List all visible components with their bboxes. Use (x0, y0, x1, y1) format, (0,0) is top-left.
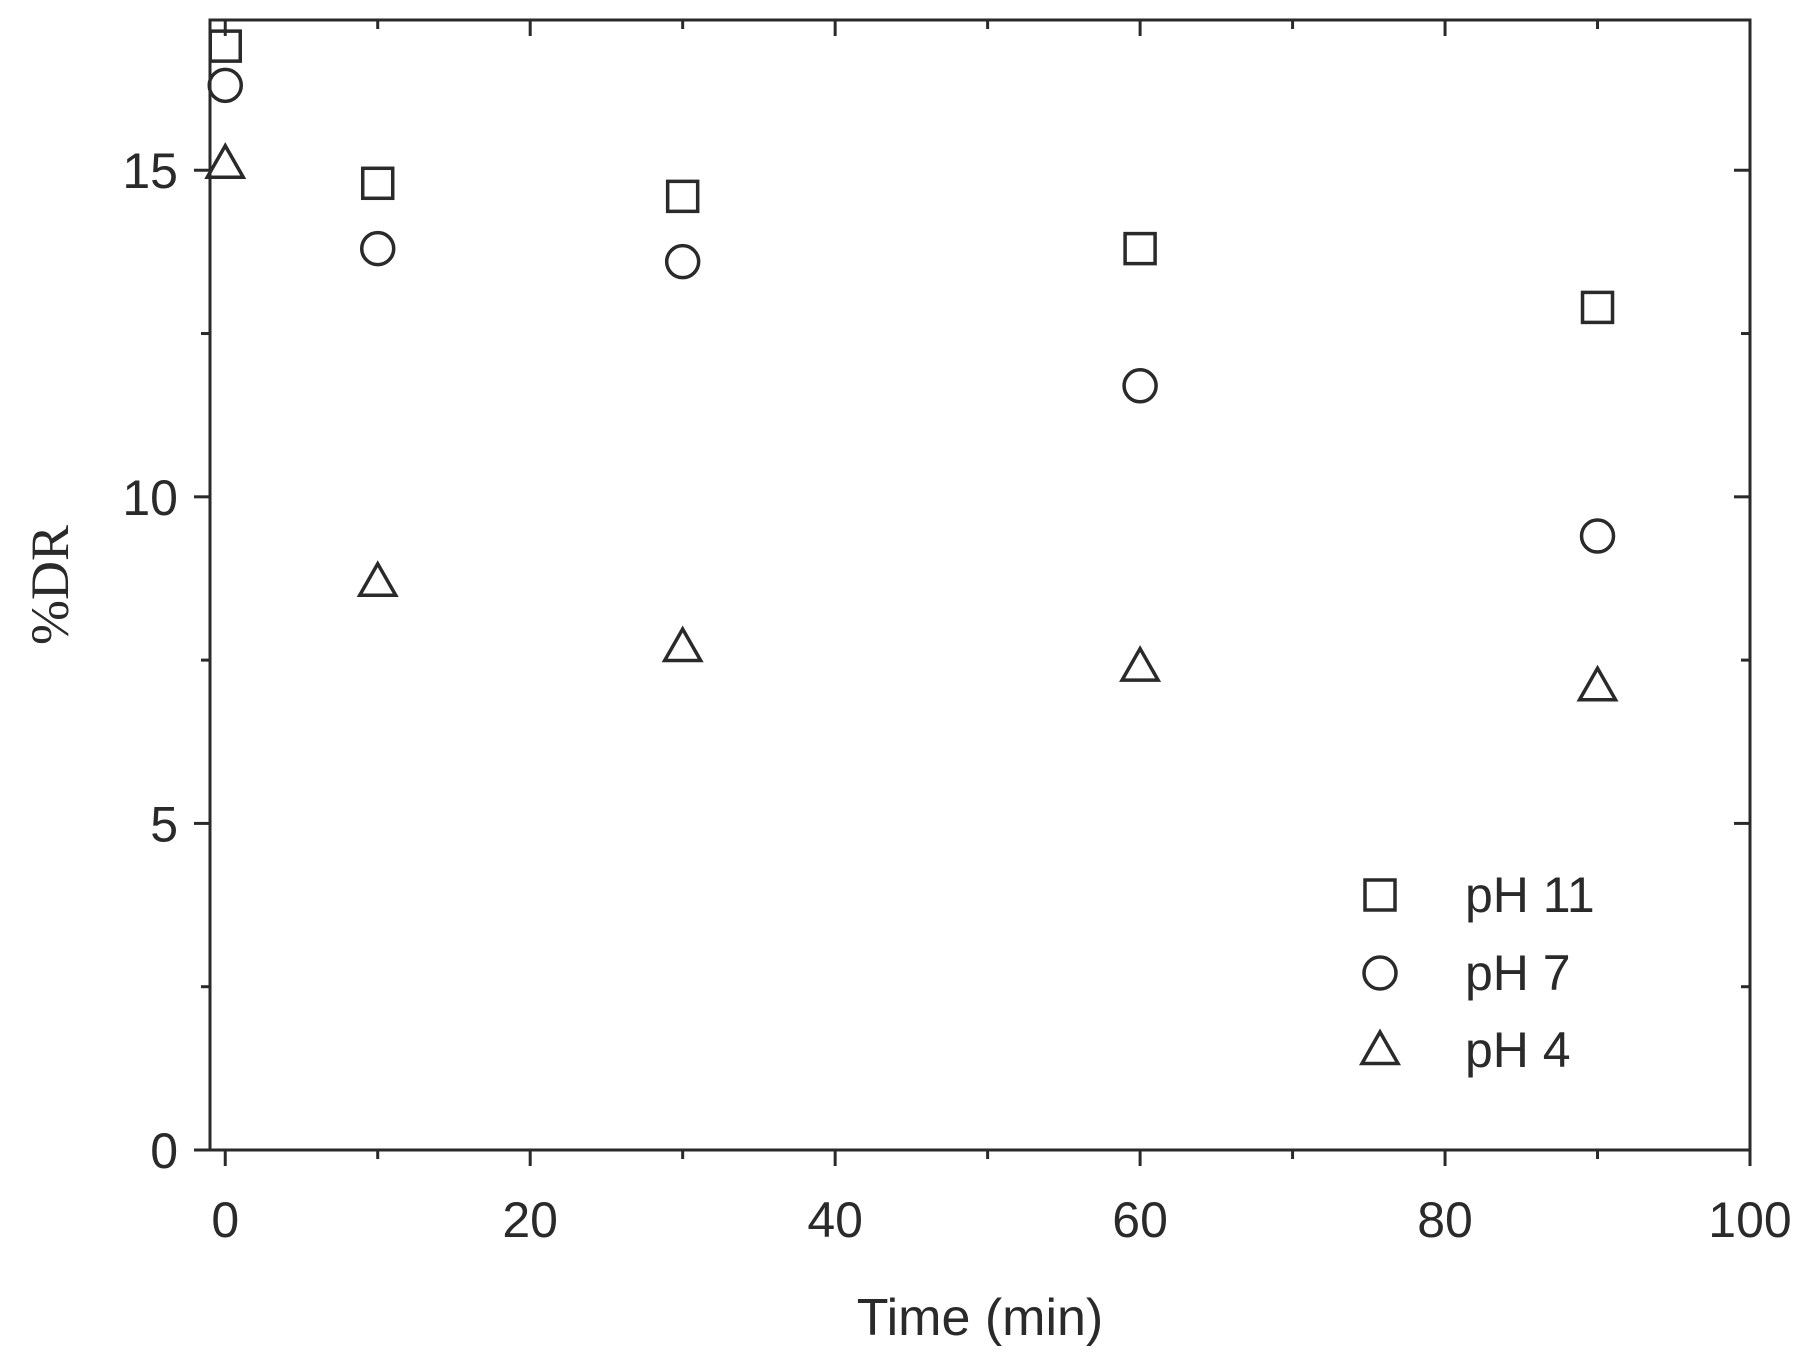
legend-triangle-marker (1358, 1028, 1402, 1066)
legend-square-marker (1363, 878, 1397, 912)
x-tick-label: 20 (502, 1192, 558, 1248)
triangle-data-point (1119, 645, 1162, 682)
y-tick-label: 10 (122, 470, 178, 526)
triangle-data-point (204, 142, 247, 179)
triangle-data-point (661, 625, 704, 663)
circle-data-point (207, 67, 243, 104)
x-tick-label: 40 (807, 1192, 863, 1248)
x-tick-label: 0 (211, 1192, 239, 1248)
y-tick-label: 15 (122, 143, 178, 199)
y-tick-label: 5 (150, 796, 178, 852)
data-points (204, 29, 1619, 702)
x-tick-label: 100 (1708, 1192, 1791, 1248)
legend: pH 11 pH 7 pH 4 (1358, 867, 1595, 1078)
legend-circle-marker (1362, 955, 1398, 991)
square-data-point (360, 166, 395, 201)
square-data-point (665, 179, 700, 214)
square-data-point (208, 29, 242, 63)
triangle-data-point (1576, 664, 1619, 702)
circle-data-point (664, 243, 701, 280)
y-axis-title: %DR (20, 525, 80, 645)
legend-label: pH 7 (1465, 945, 1571, 1001)
circle-data-point (359, 230, 396, 267)
x-axis-title: Time (min) (857, 1289, 1104, 1347)
square-data-point (1123, 231, 1157, 266)
circle-data-point (1122, 368, 1158, 404)
circle-data-point (1579, 518, 1616, 554)
y-axis: 0 5 10 15 (122, 143, 1750, 1179)
square-data-point (1580, 290, 1615, 325)
legend-label: pH 4 (1465, 1022, 1571, 1078)
plot-frame (208, 18, 1752, 1152)
x-axis: 0 20 40 60 80 100 (211, 20, 1792, 1248)
x-tick-label: 60 (1112, 1192, 1168, 1248)
y-tick-label: 0 (150, 1123, 178, 1179)
triangle-data-point (356, 560, 399, 597)
legend-label: pH 11 (1465, 867, 1595, 923)
x-tick-label: 80 (1417, 1192, 1473, 1248)
